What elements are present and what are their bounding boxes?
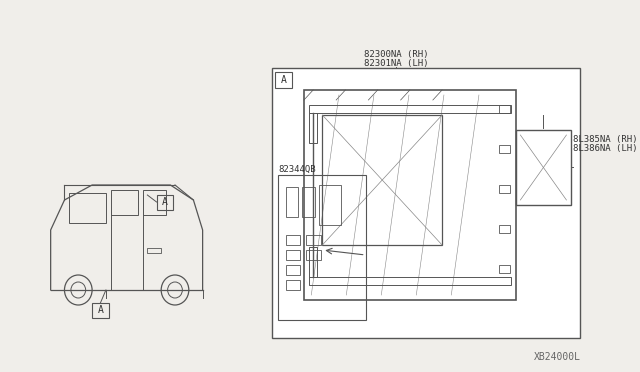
Bar [285,187,298,217]
Bar [285,265,300,275]
Bar [69,193,106,223]
Text: 82300NA (RH): 82300NA (RH) [364,50,428,59]
Bar [285,280,300,290]
Text: 82344QB: 82344QB [278,165,316,174]
Bar [272,68,580,338]
Bar [147,248,161,253]
Bar [323,115,442,245]
Bar [285,235,300,245]
Text: 82301NA (LH): 82301NA (LH) [364,59,428,68]
Bar [285,250,300,260]
Text: A: A [162,197,168,207]
Bar [499,145,510,153]
Bar [319,185,340,225]
Bar [278,175,365,320]
Bar [302,187,315,217]
Bar [275,72,292,88]
Bar [308,277,511,285]
Bar [499,265,510,273]
Bar [310,247,317,277]
Bar [310,113,317,143]
Bar [92,303,109,318]
Text: A: A [97,305,103,315]
Bar [306,235,321,245]
Bar [499,185,510,193]
Bar [143,190,166,215]
Bar [157,195,173,210]
Bar [306,250,321,260]
Text: A: A [281,75,287,85]
Bar [304,90,516,300]
Bar [308,105,511,113]
Bar [111,190,138,215]
Text: XB24000L: XB24000L [534,352,581,362]
Bar [499,225,510,233]
Bar [499,105,510,113]
Text: 8L385NA (RH): 8L385NA (RH) [573,135,637,144]
Bar [516,130,571,205]
Text: 8L386NA (LH): 8L386NA (LH) [573,144,637,153]
